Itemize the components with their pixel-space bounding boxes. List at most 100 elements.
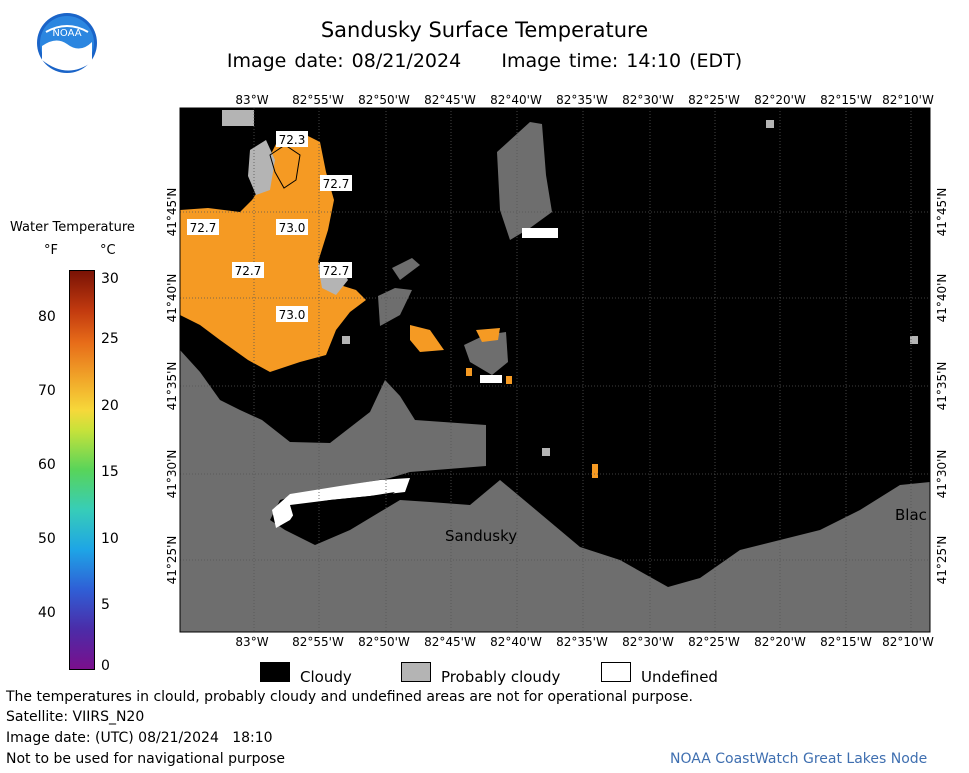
undefined-swatch <box>601 662 631 682</box>
lon-label: 82°40'W <box>490 635 542 649</box>
lon-label: 83°W <box>235 93 268 107</box>
probably-cloudy-speck <box>342 336 350 344</box>
bass-island-north <box>392 258 420 280</box>
lon-label: 82°50'W <box>358 93 410 107</box>
place-label-blac: Blac <box>895 506 927 524</box>
probably-cloudy-speck <box>766 120 774 128</box>
lon-label: 82°45'W <box>424 635 476 649</box>
temp-label-box <box>276 131 308 147</box>
water-temperature-area <box>180 132 366 372</box>
lon-label: 82°10'W <box>882 635 934 649</box>
lon-label: 82°30'W <box>622 93 674 107</box>
probably-cloudy-swatch <box>401 662 431 682</box>
c-tick: 30 <box>101 271 119 287</box>
f-tick: 70 <box>38 383 56 399</box>
lat-label: 41°25'N <box>935 536 949 585</box>
unit-celsius: °C <box>100 243 116 258</box>
lon-label: 82°10'W <box>882 93 934 107</box>
legend-title: Water Temperature <box>10 220 135 235</box>
cloudy-key-label: Cloudy <box>300 668 352 686</box>
water-temperature-patch <box>506 376 512 384</box>
utc-date-text: Image date: (UTC) 08/21/2024 18:10 <box>6 730 273 746</box>
lon-label: 82°25'W <box>688 93 740 107</box>
lat-label: 41°35'N <box>935 362 949 411</box>
lon-label: 82°20'W <box>754 93 806 107</box>
f-tick: 80 <box>38 309 56 325</box>
probably-cloudy-key-label: Probably cloudy <box>441 668 561 686</box>
lat-label: 41°30'N <box>935 450 949 499</box>
disclaimer-text: The temperatures in clould, probably clo… <box>6 689 693 705</box>
lon-label: 82°55'W <box>292 93 344 107</box>
credit-text: NOAA CoastWatch Great Lakes Node <box>670 751 928 767</box>
lat-lon-grid <box>180 108 930 632</box>
f-tick: 60 <box>38 457 56 473</box>
undefined-patch <box>480 375 502 383</box>
c-tick: 10 <box>101 531 119 547</box>
lon-label: 82°55'W <box>292 635 344 649</box>
water-temperature-patch <box>466 368 472 376</box>
lat-label: 41°35'N <box>165 362 179 411</box>
lon-label: 82°45'W <box>424 93 476 107</box>
probably-cloudy-patch <box>248 140 275 195</box>
navigation-warning: Not to be used for navigational purpose <box>6 751 285 767</box>
probably-cloudy-speck <box>910 336 918 344</box>
temp-label: 72.7 <box>190 221 217 235</box>
lon-label: 82°35'W <box>556 635 608 649</box>
temperature-colorbar <box>69 270 95 670</box>
lat-label: 41°30'N <box>165 450 179 499</box>
lon-label: 82°30'W <box>622 635 674 649</box>
c-tick: 15 <box>101 464 119 480</box>
f-tick: 50 <box>38 531 56 547</box>
temp-label: 73.0 <box>279 221 306 235</box>
lon-label: 82°50'W <box>358 635 410 649</box>
kelleys-island <box>464 332 508 375</box>
unit-fahrenheit: °F <box>44 243 58 258</box>
noaa-logo: NOAA <box>36 12 98 74</box>
lat-label: 41°40'N <box>935 274 949 323</box>
water-temperature-patch <box>476 328 500 342</box>
temp-label: 72.3 <box>279 133 306 147</box>
probably-cloudy-speck <box>542 448 550 456</box>
temp-label-box <box>232 262 264 278</box>
temp-label-box <box>320 262 352 278</box>
temp-label-box <box>187 219 219 235</box>
cloudy-swatch <box>260 662 290 682</box>
lon-label: 82°20'W <box>754 635 806 649</box>
map-frame <box>179 107 931 633</box>
lat-label: 41°45'N <box>935 188 949 237</box>
temp-label: 72.7 <box>323 177 350 191</box>
pelee-island <box>497 122 552 240</box>
lon-label: 82°25'W <box>688 635 740 649</box>
temp-label-box <box>276 219 308 235</box>
temp-label: 73.0 <box>279 308 306 322</box>
water-temperature-patch <box>592 464 598 478</box>
lat-label: 41°40'N <box>165 274 179 323</box>
temp-label: 72.7 <box>323 264 350 278</box>
place-label-sandusky: Sandusky <box>445 527 517 545</box>
f-tick: 40 <box>38 605 56 621</box>
temp-label-box <box>320 175 352 191</box>
lon-label: 82°15'W <box>820 93 872 107</box>
probably-cloudy-patch <box>222 110 254 126</box>
lon-label: 83°W <box>235 635 268 649</box>
satellite-text: Satellite: VIIRS_N20 <box>6 709 145 725</box>
water-temperature-patch <box>410 325 444 352</box>
lon-label: 82°35'W <box>556 93 608 107</box>
bass-island <box>378 288 412 326</box>
lon-label: 82°15'W <box>820 635 872 649</box>
image-datetime: Image date: 08/21/2024 Image time: 14:10… <box>226 50 743 72</box>
c-tick: 20 <box>101 398 119 414</box>
lon-label: 82°40'W <box>490 93 542 107</box>
lat-label: 41°25'N <box>165 536 179 585</box>
map-title: Sandusky Surface Temperature <box>320 18 649 42</box>
c-tick: 5 <box>101 597 110 613</box>
undefined-patch <box>522 228 558 238</box>
cloudy-pocket <box>290 492 395 528</box>
temp-label: 72.7 <box>235 264 262 278</box>
undefined-key-label: Undefined <box>641 668 718 686</box>
undefined-area <box>272 478 410 528</box>
c-tick: 0 <box>101 658 110 674</box>
lat-label: 41°45'N <box>165 188 179 237</box>
land-area <box>180 350 930 632</box>
